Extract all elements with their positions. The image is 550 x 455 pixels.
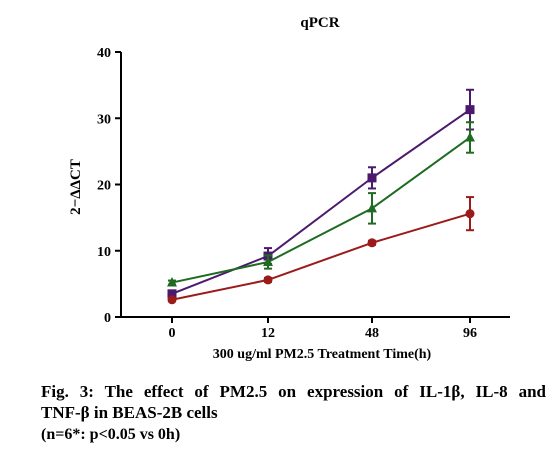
caption-line-1: Fig. 3: The effect of PM2.5 on expressio… bbox=[41, 382, 546, 401]
figure-caption: Fig. 3: The effect of PM2.5 on expressio… bbox=[41, 381, 546, 445]
y-tick-label: 30 bbox=[97, 112, 111, 127]
y-tick-label: 10 bbox=[97, 245, 111, 260]
x-ticks: 0 12 48 96 bbox=[169, 317, 477, 341]
qpcr-chart: qPCR 2−ΔΔCT 300 ug/ml PM2.5 Treatment Ti… bbox=[68, 15, 510, 362]
x-axis-label: 300 ug/ml PM2.5 Treatment Time(h) bbox=[213, 347, 432, 362]
data-point-triangle bbox=[367, 202, 377, 213]
data-point-circle bbox=[263, 275, 273, 285]
data-point-circle bbox=[367, 238, 377, 248]
x-tick-label: 12 bbox=[261, 326, 275, 341]
x-tick-label: 96 bbox=[463, 326, 477, 341]
data-point-circle bbox=[167, 295, 177, 305]
y-tick-label: 20 bbox=[97, 179, 111, 194]
x-tick-label: 48 bbox=[365, 326, 379, 341]
series-line-triangle bbox=[171, 136, 471, 284]
data-point-square bbox=[367, 173, 377, 183]
y-axis-label: 2−ΔΔCT bbox=[68, 159, 84, 215]
y-tick-label: 40 bbox=[97, 46, 111, 61]
data-point-triangle bbox=[465, 131, 475, 142]
caption-note: (n=6*: p<0.05 vs 0h) bbox=[41, 426, 181, 443]
caption-line-2: TNF-β in BEAS-2B cells bbox=[41, 403, 218, 422]
data-point-square bbox=[167, 289, 177, 299]
data-point-circle bbox=[465, 209, 475, 219]
chart-title: qPCR bbox=[300, 15, 339, 31]
x-tick-label: 0 bbox=[169, 326, 176, 341]
series-layer bbox=[167, 88, 475, 305]
series-line-square bbox=[171, 108, 471, 295]
y-ticks: 0 10 20 30 40 bbox=[97, 46, 121, 326]
data-point-triangle bbox=[167, 277, 177, 287]
y-tick-label: 0 bbox=[104, 311, 111, 326]
series-line-circle bbox=[171, 212, 471, 301]
data-point-triangle bbox=[263, 256, 273, 267]
data-point-square bbox=[465, 105, 475, 115]
